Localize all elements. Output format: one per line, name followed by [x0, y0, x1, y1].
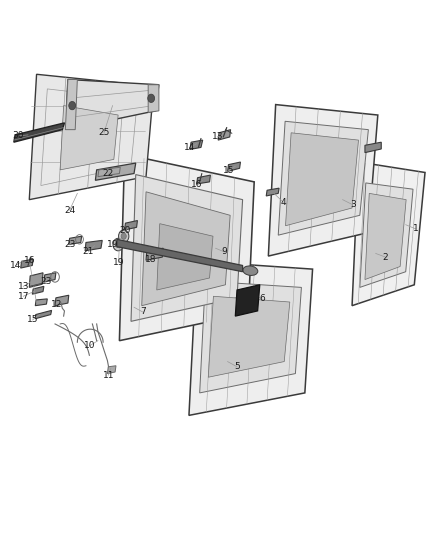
Circle shape [113, 238, 123, 251]
Text: 12: 12 [51, 300, 63, 309]
Polygon shape [124, 221, 138, 230]
Text: 25: 25 [98, 128, 110, 138]
Circle shape [148, 94, 155, 102]
Text: 1: 1 [413, 224, 418, 233]
Polygon shape [286, 133, 358, 226]
Polygon shape [208, 296, 290, 377]
Polygon shape [197, 175, 210, 184]
Text: 2: 2 [383, 253, 389, 262]
Polygon shape [268, 104, 378, 256]
Polygon shape [29, 74, 154, 200]
Circle shape [121, 233, 126, 239]
Polygon shape [32, 286, 44, 294]
Polygon shape [95, 163, 136, 180]
Polygon shape [360, 183, 413, 287]
Text: 23: 23 [64, 240, 75, 249]
Text: 21: 21 [83, 247, 94, 256]
Text: 23: 23 [40, 277, 51, 286]
Polygon shape [65, 79, 159, 130]
Ellipse shape [243, 266, 258, 276]
Polygon shape [228, 162, 240, 172]
Polygon shape [218, 130, 230, 140]
Polygon shape [190, 140, 203, 149]
Text: 20: 20 [119, 227, 130, 236]
Text: 30: 30 [12, 132, 24, 140]
Polygon shape [69, 236, 81, 245]
Polygon shape [365, 193, 406, 280]
Text: 7: 7 [140, 308, 145, 317]
Text: 13: 13 [18, 282, 29, 291]
Polygon shape [65, 79, 78, 130]
Polygon shape [131, 175, 243, 321]
Text: 9: 9 [221, 247, 227, 256]
Polygon shape [266, 188, 279, 196]
Text: 15: 15 [223, 166, 234, 175]
Text: 24: 24 [64, 206, 75, 215]
Polygon shape [278, 122, 368, 235]
Text: 15: 15 [27, 316, 39, 324]
Text: 13: 13 [212, 133, 223, 141]
Polygon shape [142, 192, 230, 306]
Polygon shape [35, 299, 47, 306]
Polygon shape [35, 310, 52, 319]
Polygon shape [85, 240, 102, 251]
Text: 16: 16 [24, 256, 35, 265]
Polygon shape [107, 366, 116, 374]
Text: 17: 17 [18, 292, 29, 301]
Polygon shape [157, 224, 213, 290]
Polygon shape [189, 261, 313, 415]
Polygon shape [235, 285, 260, 316]
Text: 3: 3 [350, 200, 356, 209]
Text: 18: 18 [145, 255, 157, 264]
Text: 6: 6 [259, 294, 265, 303]
Polygon shape [14, 123, 64, 142]
Circle shape [119, 230, 129, 243]
Text: 10: 10 [84, 342, 95, 350]
Text: 11: 11 [102, 370, 114, 379]
Text: 5: 5 [234, 362, 240, 372]
Polygon shape [60, 106, 118, 170]
Polygon shape [120, 154, 254, 341]
Polygon shape [21, 259, 33, 268]
Text: 19: 19 [113, 258, 124, 267]
Polygon shape [365, 142, 381, 152]
Text: 14: 14 [184, 143, 195, 152]
Text: 14: 14 [10, 261, 21, 270]
Text: 16: 16 [191, 180, 202, 189]
Circle shape [116, 241, 121, 248]
Text: 22: 22 [102, 169, 114, 178]
Polygon shape [55, 295, 69, 306]
Text: 4: 4 [281, 198, 286, 207]
Text: 19: 19 [107, 240, 118, 249]
Circle shape [69, 101, 76, 110]
Polygon shape [117, 239, 243, 272]
Polygon shape [352, 162, 425, 306]
Polygon shape [146, 248, 163, 260]
Polygon shape [148, 85, 159, 112]
Polygon shape [29, 273, 43, 287]
Polygon shape [200, 281, 301, 393]
Polygon shape [44, 273, 56, 282]
